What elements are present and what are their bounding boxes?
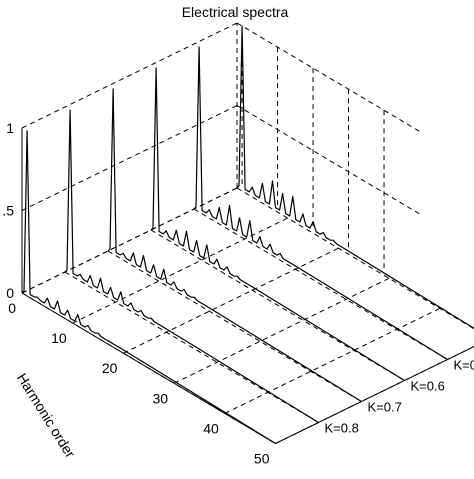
floor-gridline: [151, 230, 405, 381]
z-tick-label: 0: [6, 285, 14, 301]
harmonic-tick-label: 50: [254, 451, 270, 467]
harmonic-tick-label: 0: [8, 300, 16, 316]
spectrum-series-line: [108, 89, 362, 402]
harmonic-tick-label: 10: [51, 330, 67, 346]
floor-gridline: [237, 188, 474, 339]
back-wall-gridline: [22, 23, 237, 128]
spectra-lines: [22, 26, 474, 444]
k-tick-label: K=0.6: [411, 379, 445, 394]
k-tick-label: K=0.5: [454, 358, 474, 373]
floor-gridline: [65, 272, 319, 423]
k-tick-label: K=0.8: [325, 421, 359, 436]
back-wall-gridline: [22, 106, 237, 211]
spectrum-series-line: [194, 47, 448, 360]
floor-gridline: [225, 308, 440, 413]
harmonic-tick-label: 40: [203, 420, 219, 436]
z-tick-label: .5: [2, 203, 14, 219]
floor-gridline: [194, 209, 448, 360]
floor-gridline: [73, 218, 288, 323]
z-tick-label: 1: [6, 120, 14, 136]
chart-title: Electrical spectra: [182, 4, 289, 20]
k-tick-label: K=0.7: [368, 400, 402, 415]
floor-gridline: [174, 278, 389, 383]
side-wall-gridline: [237, 23, 420, 131]
spectrum-series-line: [237, 26, 474, 339]
harmonic-tick-label: 20: [102, 360, 118, 376]
harmonic-tick-label: 30: [153, 390, 169, 406]
y-axis-label: Harmonic order: [14, 370, 79, 461]
floor-gridline: [22, 188, 237, 293]
tick-labels: K=0.4K=0.5K=0.6K=0.7K=0.8K0.510102030405…: [2, 120, 474, 467]
floor-gridline: [108, 251, 362, 402]
floor-gridline: [123, 248, 338, 353]
